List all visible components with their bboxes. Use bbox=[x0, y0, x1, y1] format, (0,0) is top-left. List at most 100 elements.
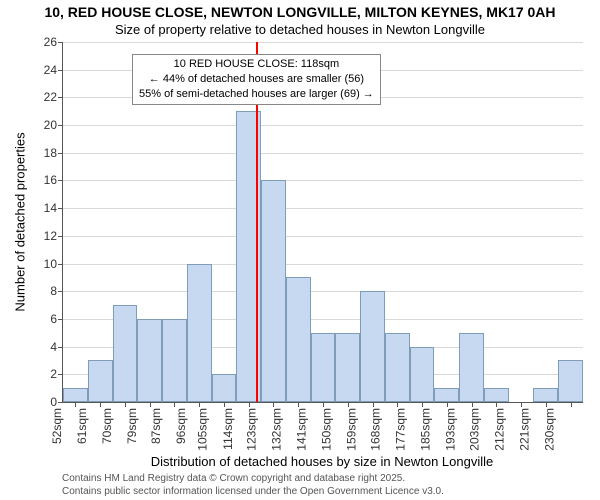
xtick-label: 185sqm bbox=[418, 408, 432, 451]
gridline bbox=[63, 153, 583, 154]
ytick-label: 8 bbox=[50, 284, 57, 298]
xtick-mark bbox=[546, 402, 547, 407]
footer-line2: Contains public sector information licen… bbox=[62, 485, 444, 498]
ytick-mark bbox=[58, 70, 63, 71]
ytick-label: 16 bbox=[44, 173, 57, 187]
ytick-label: 24 bbox=[44, 63, 57, 77]
xtick-mark bbox=[100, 402, 101, 407]
xtick-mark bbox=[75, 402, 76, 407]
xtick-mark bbox=[496, 402, 497, 407]
bar bbox=[286, 277, 311, 402]
bar bbox=[558, 360, 583, 402]
xtick-mark bbox=[472, 402, 473, 407]
bar bbox=[410, 347, 435, 402]
ytick-mark bbox=[58, 264, 63, 265]
bar bbox=[162, 319, 187, 402]
xtick-mark bbox=[447, 402, 448, 407]
xtick-label: 79sqm bbox=[125, 408, 139, 444]
bar bbox=[212, 374, 237, 402]
gridline bbox=[63, 208, 583, 209]
ytick-mark bbox=[58, 208, 63, 209]
ytick-mark bbox=[58, 347, 63, 348]
xtick-label: 159sqm bbox=[344, 408, 358, 451]
xtick-label: 177sqm bbox=[394, 408, 408, 451]
ytick-mark bbox=[58, 180, 63, 181]
bar bbox=[459, 333, 484, 402]
ytick-label: 12 bbox=[44, 229, 57, 243]
xtick-label: 203sqm bbox=[468, 408, 482, 451]
xtick-mark bbox=[273, 402, 274, 407]
ytick-mark bbox=[58, 319, 63, 320]
bar bbox=[311, 333, 336, 402]
bar bbox=[335, 333, 360, 402]
xtick-label: 212sqm bbox=[493, 408, 507, 451]
bar bbox=[113, 305, 138, 402]
bar bbox=[385, 333, 410, 402]
title-main: 10, RED HOUSE CLOSE, NEWTON LONGVILLE, M… bbox=[0, 4, 600, 20]
gridline bbox=[63, 42, 583, 43]
gridline bbox=[63, 264, 583, 265]
ytick-label: 6 bbox=[50, 312, 57, 326]
bar bbox=[360, 291, 385, 402]
chart-container: 10, RED HOUSE CLOSE, NEWTON LONGVILLE, M… bbox=[0, 0, 600, 500]
gridline bbox=[63, 125, 583, 126]
bar bbox=[434, 388, 459, 402]
footer-text: Contains HM Land Registry data © Crown c… bbox=[62, 472, 444, 498]
xtick-label: 61sqm bbox=[75, 408, 89, 444]
xtick-mark bbox=[348, 402, 349, 407]
xtick-label: 193sqm bbox=[443, 408, 457, 451]
bar bbox=[137, 319, 162, 402]
bar bbox=[187, 264, 212, 402]
ytick-label: 0 bbox=[50, 395, 57, 409]
bar bbox=[533, 388, 558, 402]
annotation-box: 10 RED HOUSE CLOSE: 118sqm ← 44% of deta… bbox=[132, 54, 381, 105]
ytick-label: 20 bbox=[44, 118, 57, 132]
ytick-mark bbox=[58, 374, 63, 375]
xtick-mark bbox=[125, 402, 126, 407]
xtick-label: 132sqm bbox=[270, 408, 284, 451]
ytick-label: 26 bbox=[44, 35, 57, 49]
ytick-mark bbox=[58, 125, 63, 126]
xtick-label: 114sqm bbox=[221, 408, 235, 450]
xtick-label: 123sqm bbox=[245, 408, 259, 451]
gridline bbox=[63, 291, 583, 292]
ytick-mark bbox=[58, 291, 63, 292]
xtick-mark bbox=[397, 402, 398, 407]
xtick-label: 221sqm bbox=[517, 408, 531, 451]
xtick-label: 141sqm bbox=[295, 408, 309, 451]
annotation-line2: ← 44% of detached houses are smaller (56… bbox=[139, 72, 374, 87]
xtick-mark bbox=[422, 402, 423, 407]
title-sub: Size of property relative to detached ho… bbox=[0, 22, 600, 37]
y-axis-label: Number of detached properties bbox=[13, 132, 28, 311]
annotation-line1: 10 RED HOUSE CLOSE: 118sqm bbox=[139, 57, 374, 72]
ytick-mark bbox=[58, 97, 63, 98]
xtick-label: 168sqm bbox=[369, 408, 383, 451]
xtick-mark bbox=[571, 402, 572, 407]
ytick-label: 22 bbox=[44, 90, 57, 104]
ytick-label: 18 bbox=[44, 146, 57, 160]
bar bbox=[484, 388, 509, 402]
xtick-mark bbox=[249, 402, 250, 407]
xtick-mark bbox=[150, 402, 151, 407]
ytick-label: 2 bbox=[50, 367, 57, 381]
ytick-mark bbox=[58, 402, 63, 403]
ytick-label: 10 bbox=[44, 257, 57, 271]
gridline bbox=[63, 236, 583, 237]
bar bbox=[63, 388, 88, 402]
xtick-label: 150sqm bbox=[319, 408, 333, 451]
ytick-mark bbox=[58, 236, 63, 237]
xtick-mark bbox=[224, 402, 225, 407]
ytick-mark bbox=[58, 153, 63, 154]
xtick-label: 70sqm bbox=[100, 408, 114, 444]
ytick-mark bbox=[58, 42, 63, 43]
xtick-label: 52sqm bbox=[50, 408, 64, 444]
bar bbox=[88, 360, 113, 402]
footer-line1: Contains HM Land Registry data © Crown c… bbox=[62, 472, 444, 485]
xtick-mark bbox=[298, 402, 299, 407]
annotation-line3: 55% of semi-detached houses are larger (… bbox=[139, 87, 374, 102]
gridline bbox=[63, 180, 583, 181]
xtick-label: 105sqm bbox=[196, 408, 210, 451]
xtick-label: 230sqm bbox=[542, 408, 556, 451]
xtick-mark bbox=[521, 402, 522, 407]
ytick-label: 4 bbox=[50, 340, 57, 354]
